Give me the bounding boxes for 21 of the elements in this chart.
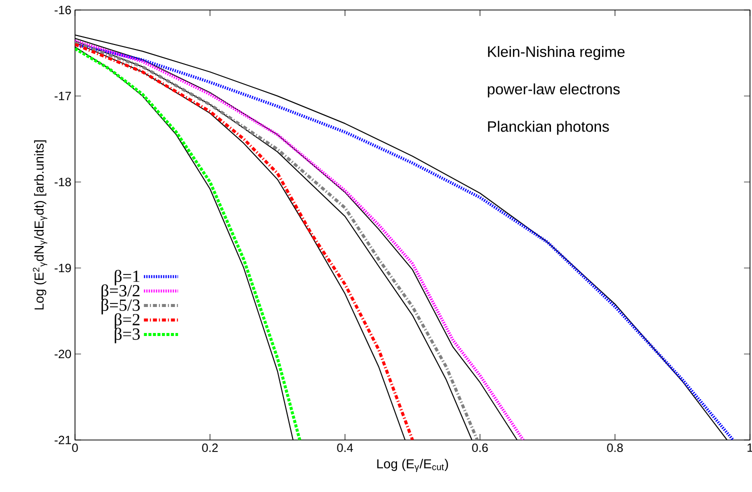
legend-label: β=3 <box>114 328 140 344</box>
x-tick-label: 0.2 <box>202 444 218 452</box>
y-tick-label: -19 <box>54 264 71 272</box>
legend-label: β=3/2 <box>102 284 140 300</box>
y-tick-label: -18 <box>54 178 71 186</box>
y-tick-label: -16 <box>54 6 71 14</box>
y-tick-label: -21 <box>54 436 71 444</box>
x-tick-label: 0 <box>72 444 78 452</box>
legend-label: β=5/3 <box>102 298 140 314</box>
y-tick-label: -17 <box>54 92 71 100</box>
x-axis-title: Log (E$_{γ}$/E$_{cut}$) <box>377 458 448 472</box>
y-axis-title: Log (E$^{2}$$_{γ}$dN$_{γ}$/dE$_{γ}$dt) [arb.units] <box>32 140 48 310</box>
y-tick-label: -20 <box>54 350 72 358</box>
x-tick-label: 0.6 <box>472 444 488 452</box>
legend-label: β=1 <box>114 270 140 286</box>
annotation: power-law electrons <box>488 83 620 98</box>
x-tick-label: 0.4 <box>337 444 353 452</box>
x-tick-label: 0.8 <box>607 444 623 452</box>
annotation: Klein-Nishina regime <box>488 46 625 60</box>
annotation: Planckian photons <box>488 120 609 135</box>
legend-label: β=2 <box>114 313 140 329</box>
